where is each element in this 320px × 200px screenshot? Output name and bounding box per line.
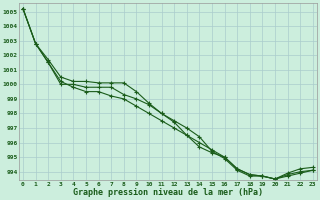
X-axis label: Graphe pression niveau de la mer (hPa): Graphe pression niveau de la mer (hPa) <box>73 188 263 197</box>
